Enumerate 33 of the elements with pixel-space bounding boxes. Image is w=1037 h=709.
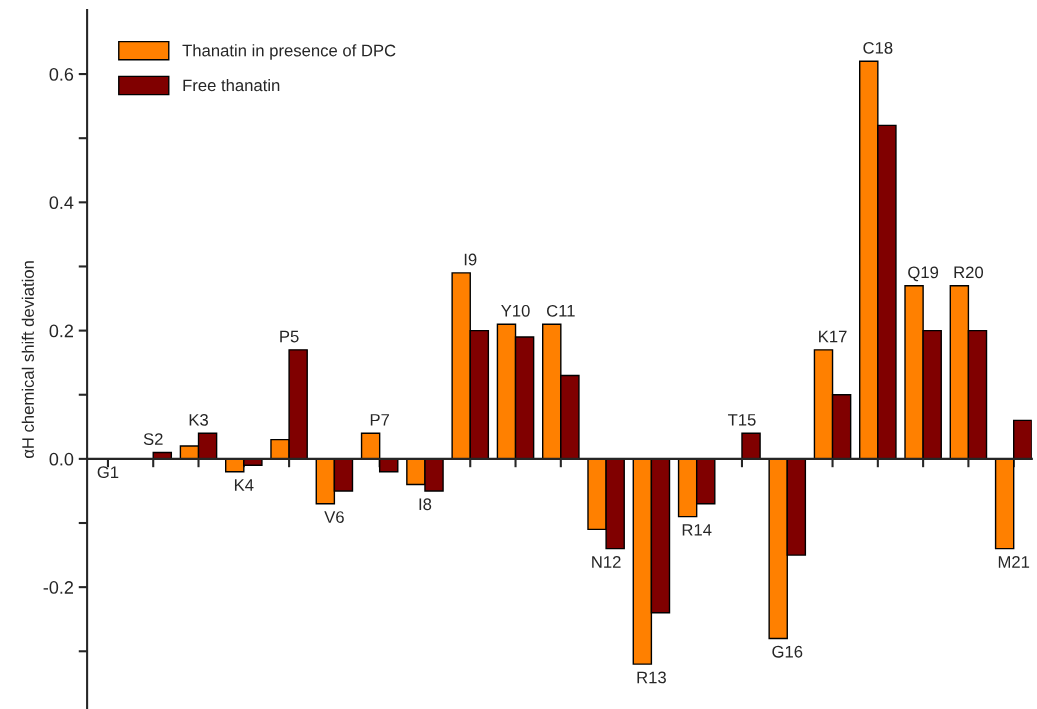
x-tick-label: V6 — [324, 511, 344, 523]
y-axis-title: αH chemical shift deviation — [21, 261, 34, 459]
x-tick-label: P5 — [280, 330, 299, 343]
x-tick-label: G16 — [772, 645, 803, 658]
x-tick-label: R20 — [954, 266, 984, 279]
x-tick-label: K3 — [189, 413, 208, 426]
x-tick-label: K17 — [819, 330, 847, 343]
legend-label: Free thanatin — [183, 79, 280, 92]
x-tick-label: P7 — [370, 414, 390, 426]
x-tick-label: R13 — [637, 671, 666, 684]
x-tick-label: I9 — [464, 253, 477, 266]
bar — [360, 432, 381, 460]
x-tick-label: T15 — [727, 414, 756, 426]
x-tick-label: R14 — [682, 524, 712, 536]
x-tick-label: I8 — [419, 498, 432, 511]
x-tick-label: Q19 — [908, 266, 939, 282]
legend-label: Thanatin in presence of DPC — [182, 44, 396, 60]
bar — [994, 458, 1015, 550]
x-tick-label: M21 — [998, 556, 1030, 568]
x-tick-label: K4 — [234, 479, 254, 491]
x-tick-label: Y10 — [501, 304, 530, 317]
y-tick-label: -0.2 — [43, 581, 74, 594]
x-tick-label: N12 — [592, 556, 621, 568]
x-tick-label: C11 — [546, 304, 575, 317]
x-tick-label: G1 — [97, 466, 119, 479]
y-tick-label: 0.2 — [49, 324, 74, 338]
y-tick-label: 0.4 — [49, 196, 74, 210]
x-tick-label: C18 — [863, 41, 893, 54]
x-tick-label: S2 — [143, 433, 163, 445]
y-tick-label: 0.6 — [49, 68, 74, 81]
bar — [741, 432, 761, 460]
y-tick-label: 0.0 — [49, 452, 74, 466]
bar — [1013, 419, 1032, 460]
